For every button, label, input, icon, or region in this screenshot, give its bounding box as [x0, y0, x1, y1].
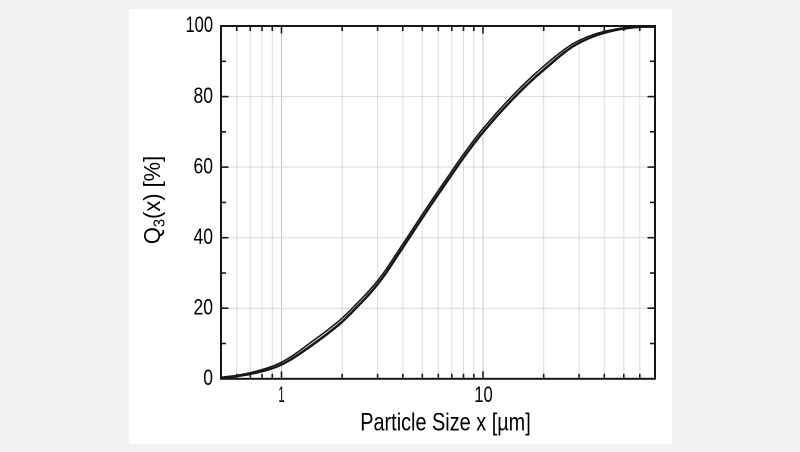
svg-text:10: 10: [474, 382, 493, 407]
svg-text:0: 0: [203, 365, 213, 390]
svg-text:Particle Size x [µm]: Particle Size x [µm]: [360, 408, 531, 436]
svg-text:40: 40: [194, 224, 214, 249]
svg-text:Q3(x) [%]: Q3(x) [%]: [139, 156, 169, 244]
svg-text:20: 20: [194, 294, 214, 319]
svg-text:80: 80: [194, 83, 214, 108]
svg-text:1: 1: [278, 382, 284, 407]
svg-text:100: 100: [186, 12, 214, 37]
svg-text:60: 60: [194, 153, 214, 178]
